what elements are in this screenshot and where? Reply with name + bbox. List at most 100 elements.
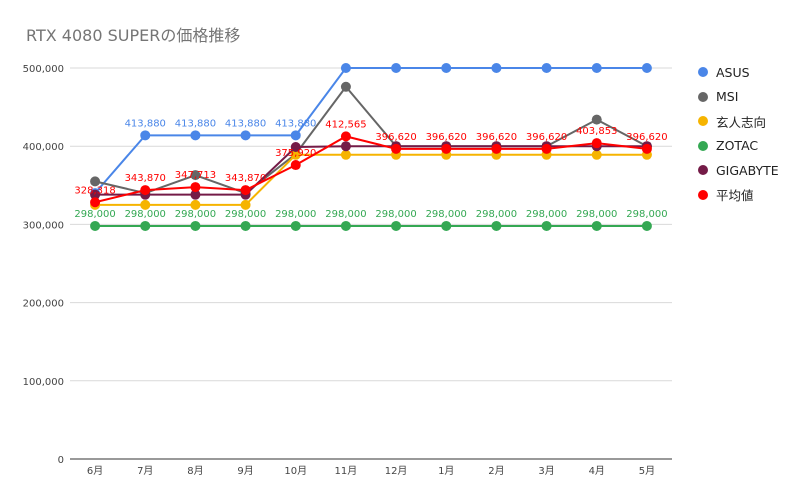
data-point: [90, 220, 101, 231]
data-label: 298,000: [175, 209, 216, 220]
data-point: [90, 176, 101, 187]
legend-label: MSI: [716, 89, 739, 105]
data-point: [491, 63, 502, 73]
data-label: 298,000: [275, 209, 316, 220]
legend-item: ASUS: [698, 60, 779, 85]
data-label: 413,880: [175, 118, 216, 129]
data-point: [591, 63, 602, 73]
data-label: 298,000: [476, 209, 517, 220]
x-tick-label: 7月: [137, 465, 153, 477]
x-tick-label: 2月: [488, 465, 504, 477]
data-label: 403,853: [576, 126, 617, 137]
data-point: [391, 143, 402, 154]
data-point: [391, 63, 402, 73]
data-point: [290, 160, 301, 171]
data-point: [90, 189, 101, 200]
x-tick-label: 6月: [87, 465, 103, 477]
legend-item: 平均値: [698, 183, 779, 208]
legend-marker: [698, 67, 708, 78]
data-label: 298,000: [225, 209, 266, 220]
data-point: [190, 182, 201, 193]
data-point: [340, 141, 351, 152]
data-point: [641, 220, 652, 231]
legend-label: ZOTAC: [716, 138, 759, 154]
legend-item: 玄人志向: [698, 109, 779, 134]
y-tick-label: 0: [58, 455, 64, 466]
data-point: [290, 141, 301, 152]
data-label: 412,565: [325, 119, 366, 130]
x-tick-label: 4月: [589, 465, 605, 477]
series-line: [94, 85, 648, 195]
data-point: [591, 149, 602, 160]
data-point: [391, 220, 402, 231]
data-label: 413,880: [125, 118, 166, 129]
y-tick-label: 200,000: [23, 299, 64, 310]
data-point: [140, 199, 151, 210]
data-point: [441, 220, 452, 231]
data-point: [240, 220, 251, 231]
legend-marker: [698, 116, 708, 127]
data-point: [140, 185, 151, 196]
data-label: 413,880: [275, 118, 316, 129]
y-tick-label: 300,000: [23, 220, 64, 231]
series-line: [94, 67, 647, 194]
data-point: [290, 130, 301, 141]
data-label: 413,880: [225, 118, 266, 129]
y-tick-label: 400,000: [23, 142, 64, 153]
data-label: 298,000: [426, 209, 467, 220]
data-point: [340, 149, 351, 160]
data-label: 298,000: [125, 209, 166, 220]
data-point: [591, 114, 602, 125]
data-point: [340, 131, 351, 142]
data-point: [240, 199, 251, 210]
data-point: [340, 63, 351, 73]
legend-marker: [698, 140, 708, 151]
data-point: [190, 220, 201, 231]
chart-title: RTX 4080 SUPERの価格推移: [26, 26, 241, 45]
data-label: 396,620: [375, 132, 416, 143]
data-label: 343,870: [125, 173, 166, 184]
y-tick-label: 500,000: [23, 64, 64, 75]
data-label: 298,000: [325, 209, 366, 220]
data-label: 298,000: [626, 209, 667, 220]
x-tick-label: 8月: [187, 465, 203, 477]
legend-label: ASUS: [716, 64, 750, 80]
data-label: 328,318: [74, 185, 115, 196]
x-tick-label: 9月: [237, 465, 253, 477]
x-tick-label: 11月: [335, 465, 358, 477]
legend-label: GIGABYTE: [716, 162, 779, 178]
data-point: [190, 189, 201, 200]
data-point: [441, 63, 452, 73]
legend-item: GIGABYTE: [698, 158, 779, 183]
data-point: [140, 220, 151, 231]
legend-marker: [698, 165, 708, 176]
data-point: [491, 220, 502, 231]
data-point: [541, 143, 552, 154]
data-point: [541, 63, 552, 73]
x-tick-label: 1月: [438, 465, 454, 477]
x-tick-label: 10月: [284, 465, 307, 477]
data-point: [90, 197, 101, 208]
x-tick-label: 5月: [639, 465, 655, 477]
data-label: 298,000: [74, 209, 115, 220]
data-point: [190, 199, 201, 210]
data-label: 298,000: [576, 209, 617, 220]
legend-marker: [698, 91, 708, 102]
series-line: [94, 135, 648, 204]
data-label: 298,000: [526, 209, 567, 220]
data-point: [140, 130, 151, 141]
data-point: [190, 130, 201, 141]
data-point: [541, 220, 552, 231]
data-point: [441, 143, 452, 154]
y-tick-label: 100,000: [23, 377, 64, 388]
x-tick-label: 12月: [385, 465, 408, 477]
legend-label: 玄人志向: [716, 114, 767, 130]
legend-marker: [698, 189, 708, 200]
data-label: 396,620: [526, 132, 567, 143]
chart-legend: ASUS MSI 玄人志向 ZOTAC GIGABYTE 平均値: [698, 60, 779, 207]
data-point: [340, 220, 351, 231]
series-line: [95, 145, 647, 196]
data-point: [240, 130, 251, 141]
data-label: 298,000: [375, 209, 416, 220]
data-label: 396,620: [426, 132, 467, 143]
